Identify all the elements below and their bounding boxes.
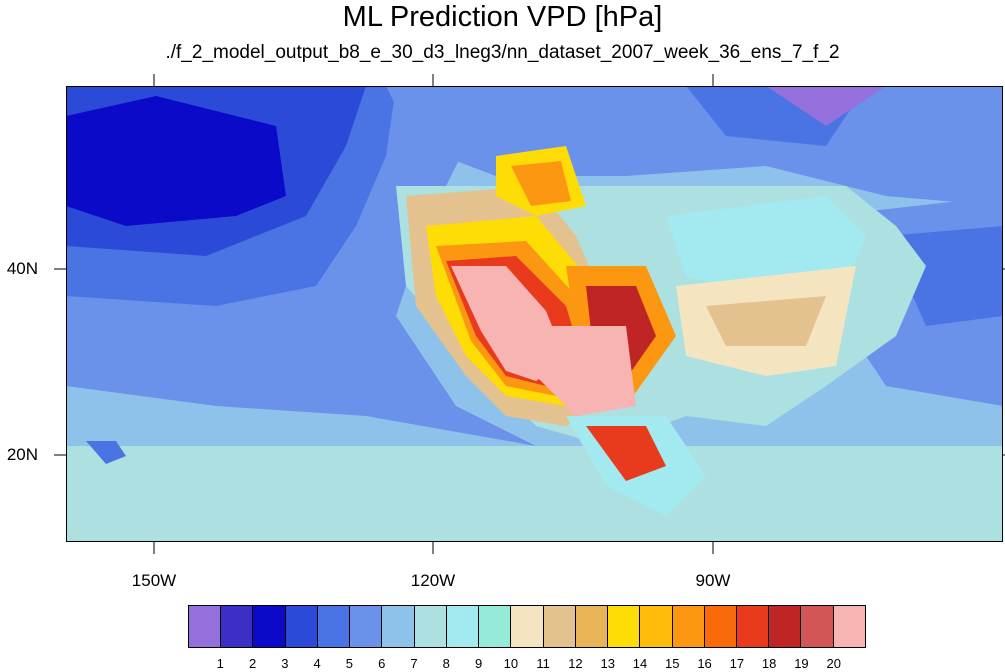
colorbar-label: 10 — [503, 656, 519, 671]
colorbar-label: 9 — [474, 656, 483, 671]
vpd-field — [66, 86, 1003, 542]
colorbar-swatch-1 — [221, 606, 254, 647]
colorbar-label: 11 — [536, 656, 550, 671]
colorbar-label: 16 — [697, 656, 712, 671]
plot-title: ML Prediction VPD [hPa] — [342, 1, 663, 33]
colorbar-swatch-8 — [446, 606, 480, 647]
colorbar-label: 12 — [568, 656, 583, 671]
colorbar-swatch-11 — [543, 606, 576, 647]
colorbar-label: 13 — [600, 656, 615, 671]
colorbar-swatch-4 — [317, 606, 351, 647]
colorbar-label: 3 — [281, 656, 289, 671]
colorbar-swatch-7 — [414, 606, 447, 647]
colorbar-label: 14 — [632, 656, 648, 671]
vpd-map — [66, 86, 1003, 542]
colorbar-swatch-14 — [640, 606, 673, 647]
colorbar-swatch-10 — [511, 606, 544, 647]
colorbar-swatch-20 — [833, 606, 865, 647]
colorbar-label: 18 — [761, 656, 777, 671]
plot-subtitle: ./f_2_model_output_b8_e_30_d3_lneg3/nn_d… — [165, 42, 840, 63]
colorbar-label: 20 — [826, 656, 841, 671]
lat-label-20n: 20N — [6, 445, 38, 464]
colorbar-label: 7 — [410, 656, 418, 671]
colorbar-swatch-17 — [736, 606, 770, 647]
colorbar-swatch-5 — [350, 606, 383, 647]
lon-label-150w: 150W — [131, 571, 177, 590]
colorbar-swatch-6 — [382, 606, 415, 647]
colorbar-label: 15 — [665, 656, 680, 671]
colorbar-swatch-13 — [608, 606, 641, 647]
lon-label-120w: 120W — [410, 571, 456, 590]
colorbar-swatch-3 — [285, 606, 318, 647]
lon-label-90w: 90W — [695, 571, 731, 590]
colorbar-swatch-9 — [479, 606, 512, 647]
colorbar-label: 8 — [442, 656, 450, 671]
colorbar-label: 2 — [248, 656, 257, 671]
colorbar-label: 17 — [729, 656, 745, 671]
colorbar-swatch-15 — [672, 606, 705, 647]
colorbar-label: 5 — [345, 656, 354, 671]
colorbar-label: 6 — [378, 656, 386, 671]
colorbar-swatch-12 — [575, 606, 609, 647]
colorbar-label: 4 — [313, 656, 321, 671]
lat-label-40n: 40N — [6, 259, 38, 278]
colorbar-labels: 1 2 3 4 5 6 7 8 9 10 11 12 13 14 15 16 17 18 19 20 — [188, 656, 866, 672]
colorbar-swatch-18 — [769, 606, 802, 647]
colorbar — [188, 605, 866, 648]
colorbar-swatch-0 — [189, 606, 222, 647]
colorbar-label: 19 — [794, 656, 809, 671]
colorbar-label: 1 — [216, 656, 224, 671]
colorbar-swatch-2 — [253, 606, 286, 647]
colorbar-swatch-19 — [801, 606, 834, 647]
colorbar-swatch-16 — [704, 606, 737, 647]
